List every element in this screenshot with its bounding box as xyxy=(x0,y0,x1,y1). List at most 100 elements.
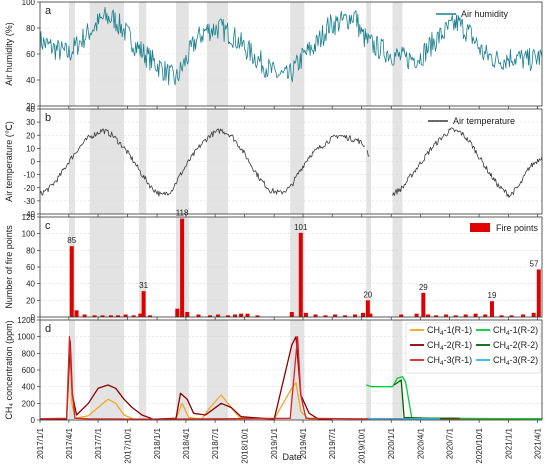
shaded-period-a-2 xyxy=(138,2,147,106)
xtick-label-1: 2017/4/1 xyxy=(65,427,74,459)
legend-label-d-0: CH4-1(R-1) xyxy=(427,325,472,337)
ytick-label-d-3: 600 xyxy=(22,366,36,375)
legend-label-d-2: CH4-2(R-1) xyxy=(427,340,472,352)
fire-bar-peak-2 xyxy=(180,218,185,317)
fire-bar-small-24 xyxy=(333,314,338,317)
panel-letter-c: c xyxy=(45,220,51,232)
panel-frame-b xyxy=(39,108,543,215)
legend-label-a: Air humidity xyxy=(461,9,509,19)
legend-swatch-c xyxy=(470,223,490,232)
shaded-period-d-3 xyxy=(176,320,189,420)
panel-letter-a: a xyxy=(45,5,52,17)
ytick-label-b-6: 20 xyxy=(26,131,35,140)
fire-bar-small-37 xyxy=(483,314,488,317)
fire-bar-peak-6 xyxy=(489,301,494,317)
ytick-label-b-7: 30 xyxy=(26,118,35,127)
shaded-period-b-0 xyxy=(68,109,75,214)
fire-bar-small-22 xyxy=(313,314,318,317)
panel-letter-d: d xyxy=(45,323,51,335)
ytick-label-a-2: 60 xyxy=(26,50,35,59)
legend-label-d-1: CH4-1(R-2) xyxy=(493,325,538,337)
legend-label-d-3: CH4-2(R-2) xyxy=(493,340,538,352)
fire-bar-peak-3 xyxy=(298,232,303,317)
fire-bar-small-31 xyxy=(426,314,431,317)
fire-bar-small-18 xyxy=(245,313,250,317)
fire-bar-small-4 xyxy=(108,315,113,317)
series-line-d-4-0 xyxy=(393,379,460,419)
xtick-label-7: 2018/10/1 xyxy=(241,427,250,463)
ytick-label-b-8: 40 xyxy=(26,105,35,114)
fire-bar-small-12 xyxy=(196,314,201,317)
y-axis-title-b: Air temperature (℃) xyxy=(4,121,14,202)
legend-label-d-4: CH4-3(R-1) xyxy=(427,355,472,367)
fire-bar-small-3 xyxy=(100,315,105,317)
fire-bar-small-28 xyxy=(368,313,373,317)
xtick-label-5: 2018/4/1 xyxy=(182,427,191,459)
fire-bar-small-11 xyxy=(185,312,190,317)
ytick-label-c-1: 20 xyxy=(26,296,35,305)
fire-bar-small-41 xyxy=(531,312,536,317)
ytick-label-d-5: 1000 xyxy=(17,333,35,342)
ytick-label-b-1: -30 xyxy=(23,197,35,206)
ytick-label-b-4: 0 xyxy=(31,158,36,167)
fire-bar-small-10 xyxy=(175,308,180,317)
xtick-label-15: 2020/10/1 xyxy=(475,427,484,463)
ytick-label-b-5: 10 xyxy=(26,144,35,153)
ytick-label-c-5: 100 xyxy=(22,230,36,239)
fire-peak-label-1: 31 xyxy=(139,281,148,290)
fire-bar-peak-5 xyxy=(421,292,426,317)
fire-bar-small-6 xyxy=(123,314,128,317)
fire-bar-peak-1 xyxy=(141,291,146,317)
fire-bar-small-33 xyxy=(444,314,449,317)
xtick-label-11: 2019/10/1 xyxy=(358,427,367,463)
ytick-label-d-1: 200 xyxy=(22,399,36,408)
series-line-a-0-0 xyxy=(39,7,543,86)
series-line-d-1-0 xyxy=(40,336,333,421)
fire-bar-small-25 xyxy=(343,315,348,317)
fire-peak-label-7: 57 xyxy=(530,260,539,269)
fire-peak-label-5: 29 xyxy=(419,283,428,292)
y-axis-title-a: Air humidity (%) xyxy=(4,22,14,86)
ytick-label-d-2: 400 xyxy=(22,383,36,392)
series-line-d-2-0 xyxy=(39,336,542,420)
x-axis-title: Date xyxy=(282,452,301,462)
ytick-label-a-1: 40 xyxy=(26,76,35,85)
fire-bar-small-9 xyxy=(148,315,153,317)
fire-bar-small-2 xyxy=(92,315,97,317)
fire-bar-small-32 xyxy=(434,315,439,317)
legend-label-b: Air temperature xyxy=(453,116,515,126)
ytick-label-b-0: -40 xyxy=(23,210,35,219)
data-series xyxy=(39,7,543,421)
xtick-label-8: 2019/1/1 xyxy=(270,427,279,459)
xtick-label-3: 2017/10/1 xyxy=(124,427,133,463)
ytick-label-c-0: 0 xyxy=(31,313,36,322)
fire-bar-small-17 xyxy=(239,313,244,317)
fire-bar-peak-7 xyxy=(536,269,541,317)
xtick-label-12: 2020/1/1 xyxy=(387,427,396,459)
shaded-period-a-1 xyxy=(89,2,125,106)
fire-bar-small-23 xyxy=(323,315,328,317)
fire-peak-label-4: 20 xyxy=(363,290,372,299)
legend-box-d xyxy=(405,322,541,374)
axes xyxy=(37,1,543,423)
fire-bar-small-40 xyxy=(521,314,526,317)
ytick-label-d-0: 0 xyxy=(31,416,36,425)
shaded-period-b-1 xyxy=(89,109,125,214)
ytick-label-d-6: 1200 xyxy=(17,316,35,325)
panel-frame-d xyxy=(39,319,543,421)
fire-bar-small-30 xyxy=(414,313,419,317)
panel-frame-a xyxy=(39,1,543,107)
fire-bar-small-0 xyxy=(74,310,79,317)
fire-bar-small-16 xyxy=(233,314,238,317)
shaded-period-c-1 xyxy=(89,217,125,317)
y-axis-title-d: CH₄ concentration (ppm) xyxy=(4,320,14,419)
fire-bar-small-15 xyxy=(225,315,230,317)
fire-bar-small-1 xyxy=(82,314,87,317)
xtick-label-6: 2018/7/1 xyxy=(211,427,220,459)
ytick-label-d-4: 800 xyxy=(22,349,36,358)
fire-bar-small-20 xyxy=(289,312,294,317)
legend-label-c: Fire points xyxy=(496,223,539,233)
ytick-label-a-0: 20 xyxy=(26,102,35,111)
